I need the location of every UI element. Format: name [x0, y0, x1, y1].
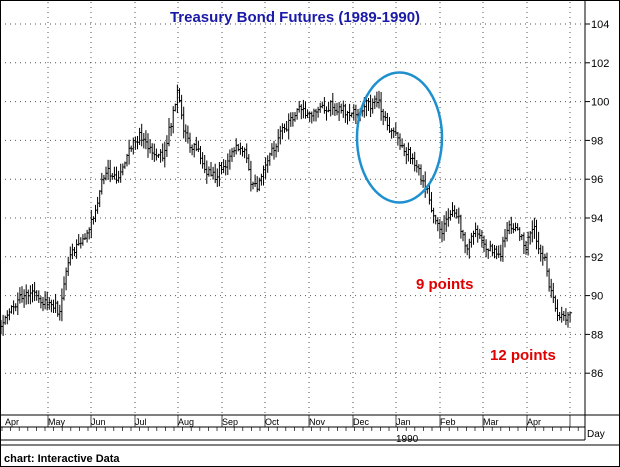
- y-tick-label: 92: [591, 252, 603, 264]
- y-tick-label: 86: [591, 368, 603, 380]
- chart-title: Treasury Bond Futures (1989-1990): [170, 9, 420, 26]
- x-tick-label: Nov: [309, 417, 326, 427]
- y-tick-label: 104: [591, 19, 609, 31]
- price-bars: [0, 84, 573, 336]
- x-tick-label: Feb: [440, 417, 456, 427]
- x-tick-label: Jul: [135, 417, 147, 427]
- x-tick-label: Apr: [527, 417, 541, 427]
- x-tick-label: Oct: [265, 417, 280, 427]
- source-label: chart: Interactive Data: [4, 453, 120, 465]
- x-tick-label: Dec: [353, 417, 370, 427]
- year-marker: 1990: [396, 434, 419, 445]
- x-tick-label: May: [48, 417, 66, 427]
- highlight-ellipse: [355, 71, 444, 204]
- y-tick-label: 100: [591, 97, 609, 109]
- x-tick-label: Mar: [483, 417, 499, 427]
- x-tick-label: Jan: [396, 417, 411, 427]
- y-tick-label: 96: [591, 174, 603, 186]
- annotation-12-points: 12 points: [490, 347, 556, 364]
- x-axis: Apr May Jun Jul Aug Sep Oct Nov Dec Jan Feb Mar Apr: [1, 415, 579, 431]
- y-tick-label: 98: [591, 135, 603, 147]
- y-tick-label: 88: [591, 329, 603, 341]
- x-tick-label: Apr: [5, 417, 19, 427]
- x-tick-label: Sep: [222, 417, 238, 427]
- y-tick-label: 94: [591, 213, 603, 225]
- y-tick-label: 90: [591, 291, 603, 303]
- x-tick-label: Aug: [178, 417, 194, 427]
- x-tick-label: Jun: [91, 417, 106, 427]
- x-axis-unit-label: Day: [587, 429, 605, 440]
- y-tick-label: 102: [591, 58, 609, 70]
- annotation-9-points: 9 points: [416, 276, 474, 293]
